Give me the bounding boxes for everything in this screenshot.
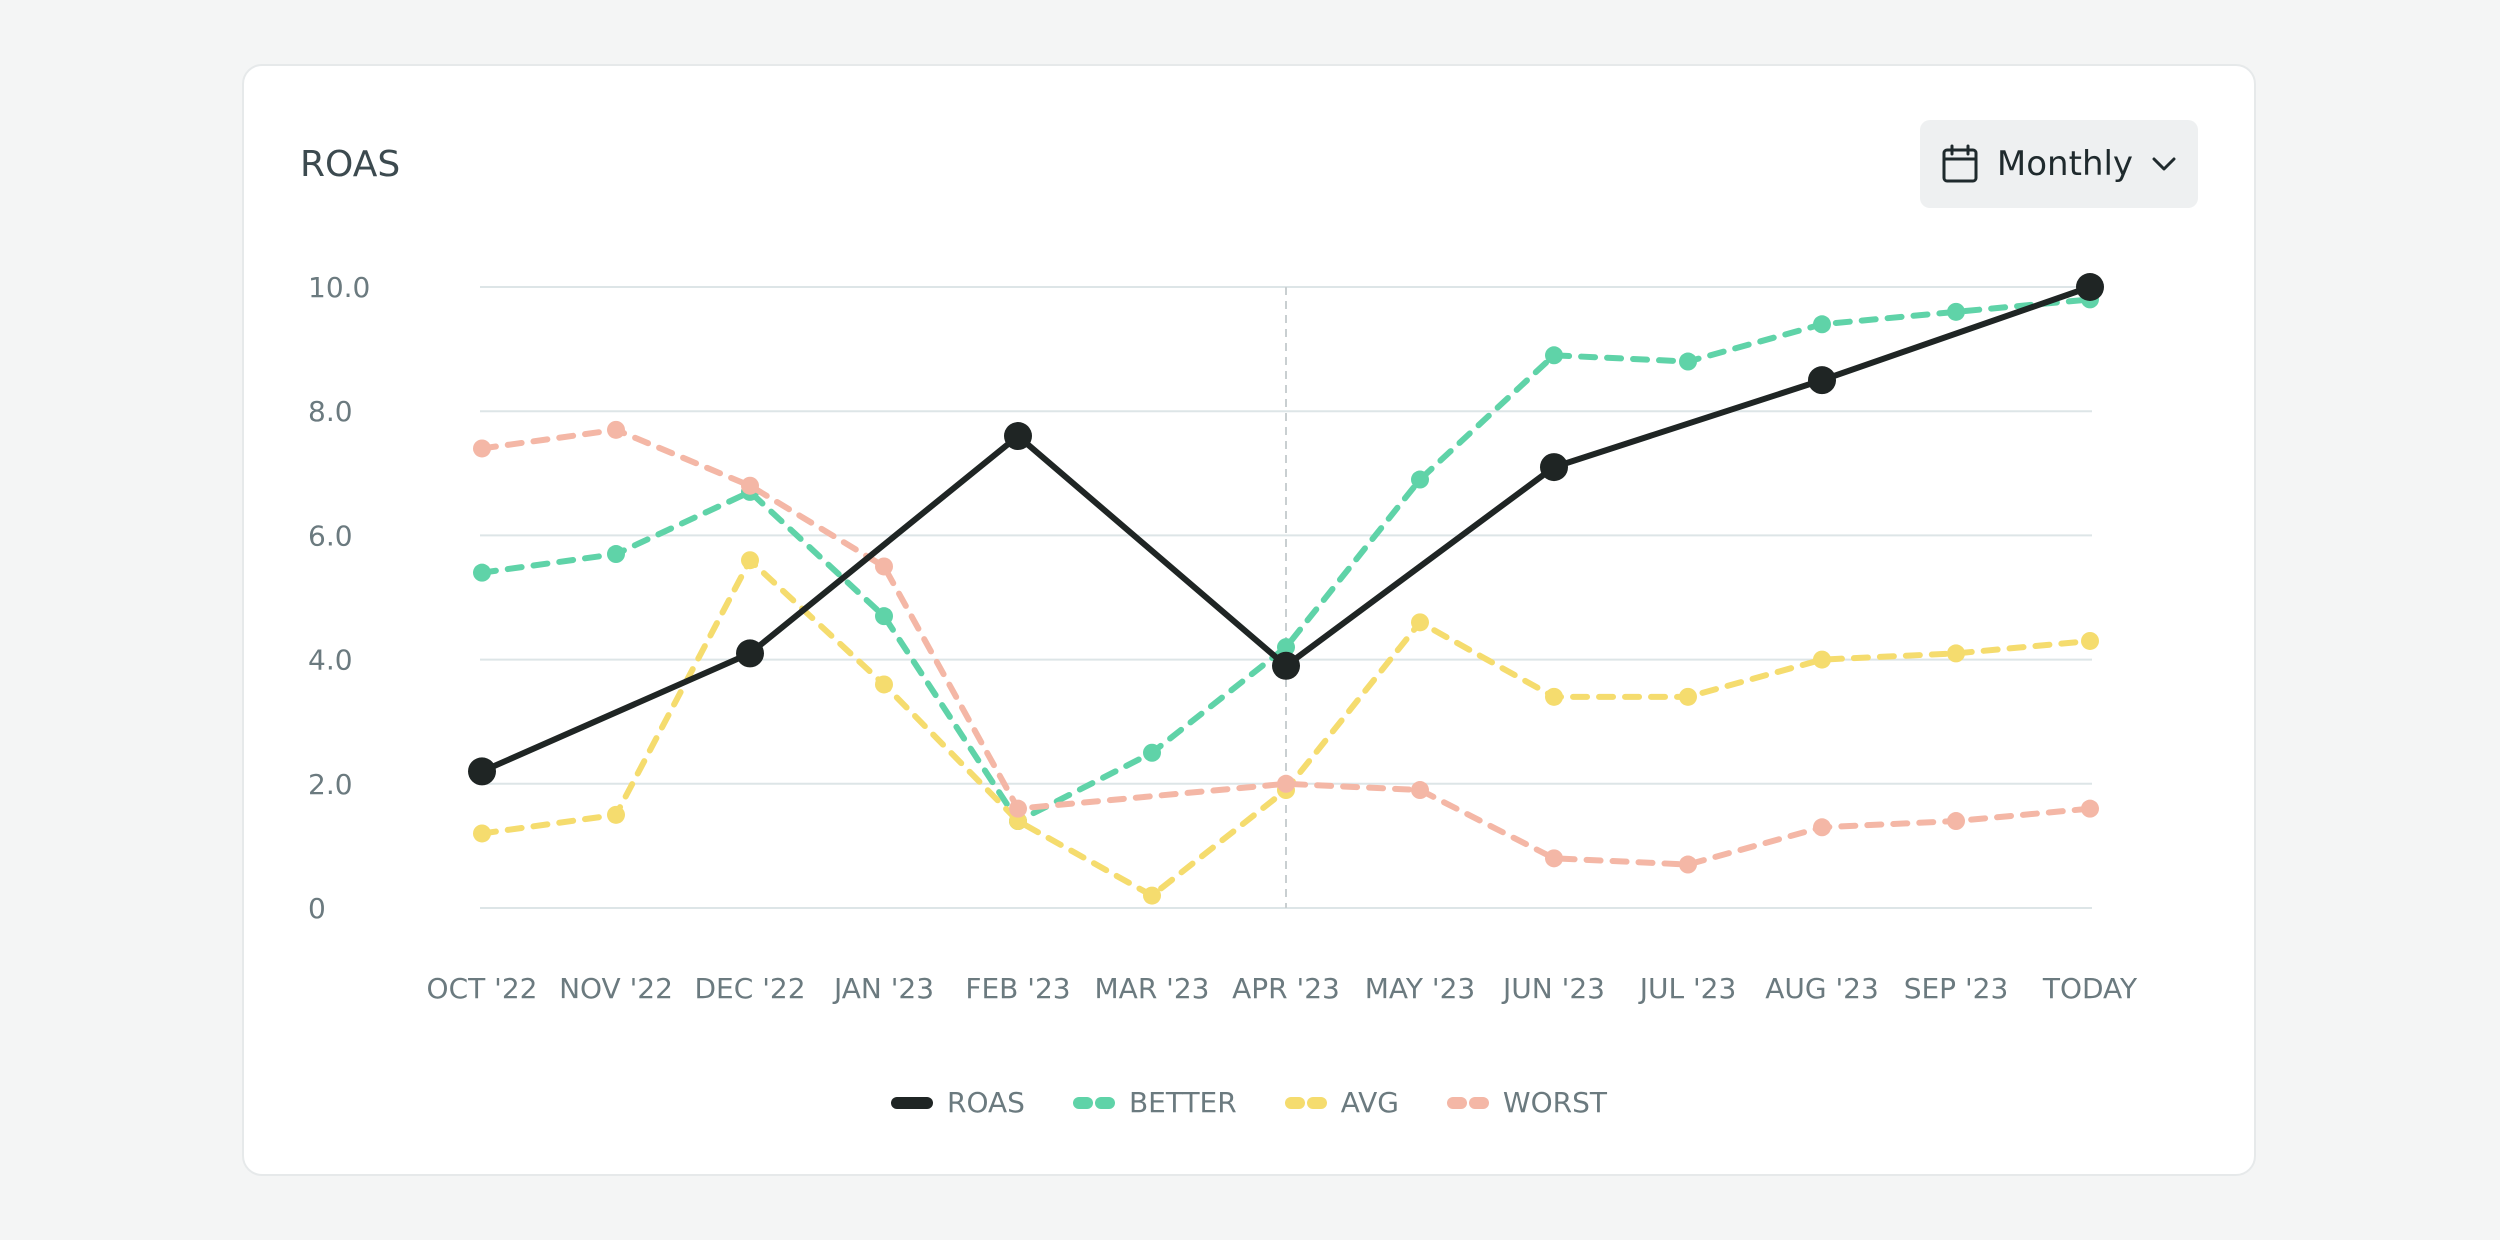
data-point-worst[interactable] (607, 420, 625, 439)
data-point-worst[interactable] (875, 557, 893, 576)
data-point-roas[interactable] (1808, 366, 1836, 395)
legend-item-better[interactable]: BETTER (1072, 1086, 1237, 1119)
data-point-better[interactable] (607, 545, 625, 564)
data-point-roas[interactable] (1540, 453, 1568, 482)
data-point-better[interactable] (1277, 638, 1295, 657)
data-point-better[interactable] (473, 563, 491, 582)
data-point-avg[interactable] (1411, 613, 1429, 632)
legend-item-worst[interactable]: WORST (1446, 1086, 1607, 1119)
data-point-worst[interactable] (1545, 849, 1563, 868)
calendar-icon (1942, 144, 1978, 183)
data-point-roas[interactable] (1272, 651, 1300, 680)
data-point-avg[interactable] (1545, 687, 1563, 706)
period-select-button[interactable]: Monthly (1920, 120, 2198, 208)
data-point-avg[interactable] (741, 551, 759, 570)
y-tick-label: 0 (308, 892, 326, 925)
roas-line-chart: 0 2.0 4.0 6.0 8.0 10.0 OCT '22 NOV '22 DEC '22 JA… (308, 271, 2138, 1005)
period-select-label: Monthly (1996, 144, 2134, 184)
x-tick-label: NOV '22 (559, 972, 673, 1005)
data-point-worst[interactable] (1009, 799, 1027, 818)
data-point-worst[interactable] (1813, 818, 1831, 837)
data-point-better[interactable] (1411, 470, 1429, 489)
card-title: ROAS (300, 144, 401, 185)
legend-swatch-better (1072, 1096, 1115, 1109)
data-point-avg[interactable] (473, 824, 491, 843)
legend-item-avg[interactable]: AVG (1284, 1086, 1399, 1119)
y-tick-label: 4.0 (308, 644, 353, 677)
x-tick-label: JAN '23 (832, 972, 934, 1005)
data-point-worst[interactable] (2081, 799, 2099, 818)
data-point-worst[interactable] (473, 439, 491, 458)
data-point-avg[interactable] (1143, 886, 1161, 905)
x-tick-label: APR '23 (1232, 972, 1340, 1005)
data-point-avg[interactable] (1009, 812, 1027, 831)
legend-swatch-avg (1284, 1096, 1327, 1109)
data-point-worst[interactable] (1679, 855, 1697, 874)
data-point-roas[interactable] (1004, 422, 1032, 451)
data-point-avg[interactable] (2081, 631, 2099, 650)
legend-swatch-worst (1446, 1096, 1489, 1109)
data-point-better[interactable] (1947, 302, 1965, 321)
data-point-better[interactable] (1545, 346, 1563, 365)
roas-card: ROAS Monthly 0 2.0 4.0 6.0 8.0 10.0 OCT '22 NOV… (242, 64, 2256, 1176)
y-tick-label: 8.0 (308, 395, 353, 428)
data-point-roas[interactable] (2076, 273, 2104, 301)
data-point-worst[interactable] (741, 476, 759, 495)
data-point-avg[interactable] (1813, 650, 1831, 669)
legend-item-roas[interactable]: ROAS (891, 1086, 1025, 1119)
x-tick-label: DEC '22 (694, 972, 805, 1005)
chart-legend: ROAS BETTER AVG WORST (244, 1086, 2254, 1119)
x-tick-label: MAR '23 (1095, 972, 1210, 1005)
y-tick-label: 2.0 (308, 768, 353, 801)
x-tick-label: TODAY (2042, 972, 2138, 1005)
data-point-better[interactable] (875, 607, 893, 626)
data-point-better[interactable] (1143, 743, 1161, 762)
chevron-down-icon (2152, 157, 2176, 171)
data-point-avg[interactable] (875, 675, 893, 694)
x-tick-label: JUL '23 (1638, 972, 1737, 1005)
y-tick-label: 10.0 (308, 271, 370, 304)
legend-label: AVG (1340, 1086, 1399, 1119)
data-point-better[interactable] (1813, 315, 1831, 334)
x-tick-label: FEB '23 (965, 972, 1070, 1005)
data-point-avg[interactable] (607, 805, 625, 824)
data-point-worst[interactable] (1277, 774, 1295, 793)
x-tick-label: JUN '23 (1501, 972, 1605, 1005)
data-point-avg[interactable] (1947, 644, 1965, 663)
data-point-worst[interactable] (1947, 812, 1965, 831)
data-point-roas[interactable] (468, 757, 496, 786)
legend-label: BETTER (1128, 1086, 1237, 1119)
x-tick-label: OCT '22 (427, 972, 538, 1005)
data-point-better[interactable] (1679, 352, 1697, 371)
data-point-worst[interactable] (1411, 781, 1429, 800)
x-tick-label: AUG '23 (1765, 972, 1879, 1005)
data-point-roas[interactable] (736, 639, 764, 668)
x-tick-label: MAY '23 (1365, 972, 1475, 1005)
series-line-worst (479, 426, 2093, 868)
y-tick-label: 6.0 (308, 519, 353, 552)
x-tick-label: SEP '23 (1904, 972, 2009, 1005)
legend-label: WORST (1502, 1086, 1607, 1119)
legend-swatch-roas (891, 1096, 933, 1109)
legend-label: ROAS (947, 1086, 1025, 1119)
data-point-avg[interactable] (1679, 687, 1697, 706)
